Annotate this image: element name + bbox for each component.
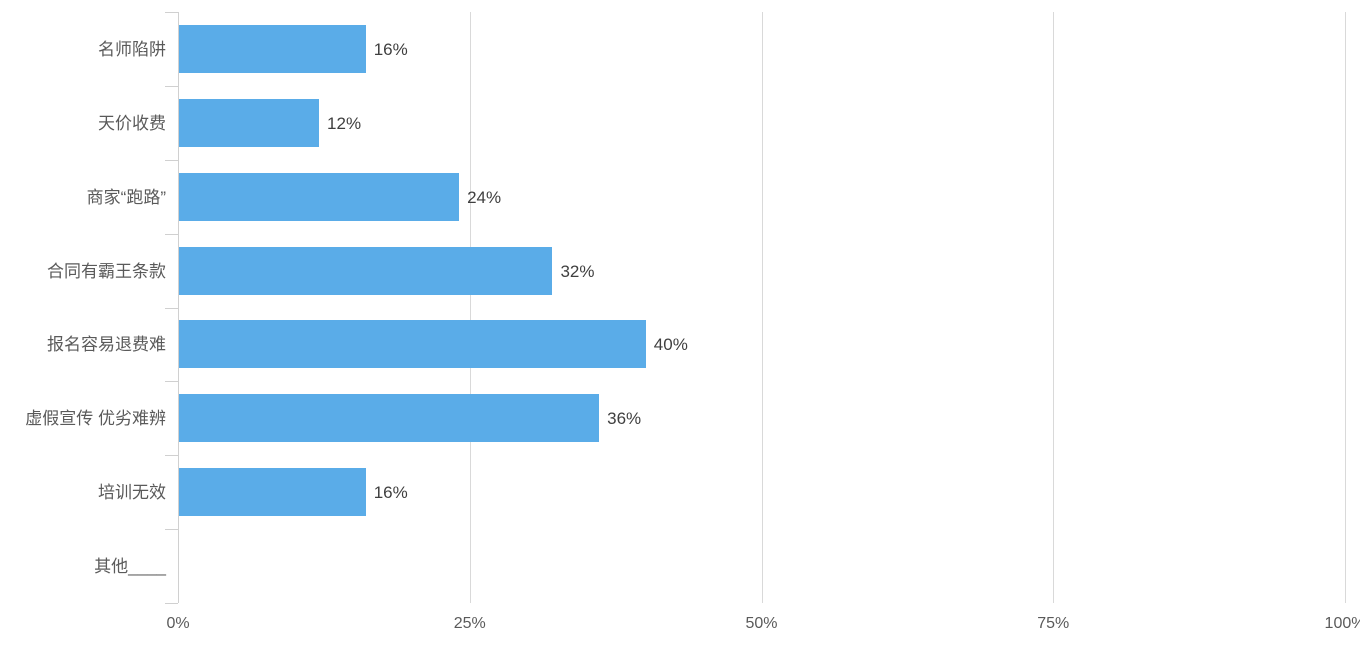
- category-label: 商家“跑路”: [86, 187, 166, 207]
- category-tick: [165, 308, 178, 309]
- bar-value-label: 16%: [373, 483, 408, 503]
- category-axis-end-tick: [165, 603, 178, 604]
- bar[interactable]: [179, 468, 366, 517]
- category-label: 培训无效: [98, 483, 166, 503]
- gridline-100%: [1345, 12, 1346, 603]
- bar-value-label: 40%: [653, 335, 688, 355]
- bar[interactable]: [179, 172, 460, 221]
- category-tick: [165, 12, 178, 13]
- category-label: 报名容易退费难: [47, 335, 166, 355]
- category-label: 其他____: [94, 557, 166, 577]
- category-label: 名师陷阱: [98, 39, 166, 59]
- category-tick: [165, 529, 178, 530]
- xtick-label-25%: 25%: [453, 615, 486, 632]
- category-axis-line: [178, 12, 179, 603]
- bar[interactable]: [179, 246, 553, 295]
- category-label: 虚假宣传 优劣难辨: [25, 409, 166, 429]
- bar-value-label: 12%: [327, 113, 362, 133]
- category-tick: [165, 381, 178, 382]
- bar-value-label: 32%: [560, 261, 595, 281]
- category-tick: [165, 160, 178, 161]
- category-label: 天价收费: [98, 113, 166, 133]
- category-tick: [165, 455, 178, 456]
- xtick-label-50%: 50%: [745, 615, 778, 632]
- bar-value-label: 24%: [467, 187, 502, 207]
- gridline-25%: [469, 12, 471, 603]
- gridline-75%: [1053, 12, 1055, 603]
- xtick-label-75%: 75%: [1037, 615, 1070, 632]
- category-label: 合同有霸王条款: [47, 261, 166, 281]
- gridline-50%: [761, 12, 763, 603]
- bar[interactable]: [179, 24, 366, 73]
- bar-value-label: 36%: [607, 409, 642, 429]
- category-tick: [165, 234, 178, 235]
- bar-value-label: 16%: [373, 39, 408, 59]
- xtick-label-100%: 100%: [1324, 615, 1360, 632]
- category-tick: [165, 86, 178, 87]
- plot-area: [178, 12, 1346, 603]
- bar[interactable]: [179, 394, 600, 443]
- xtick-label-0%: 0%: [166, 615, 190, 632]
- bar[interactable]: [179, 98, 320, 147]
- bar[interactable]: [179, 320, 646, 369]
